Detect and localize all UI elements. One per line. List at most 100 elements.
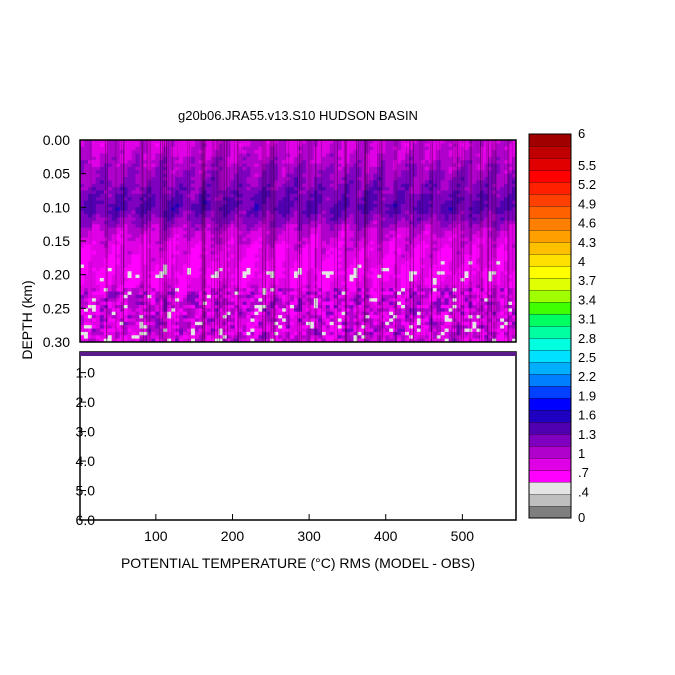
- field-cell: [405, 288, 410, 292]
- field-cell: [492, 197, 497, 201]
- field-cell: [80, 274, 85, 279]
- field-cell: [230, 153, 235, 158]
- field-cell: [198, 197, 204, 201]
- field-cell: [155, 160, 160, 164]
- field-cell: [290, 170, 295, 175]
- field-cell: [329, 200, 335, 205]
- field-cell: [171, 244, 176, 249]
- field-cell: [198, 166, 204, 171]
- field-cell: [436, 197, 442, 201]
- field-cell: [139, 146, 144, 151]
- field-cell: [432, 203, 438, 208]
- field-cell: [151, 247, 156, 252]
- field-cell: [270, 237, 275, 242]
- field-cell: [369, 187, 374, 191]
- field-cell: [317, 267, 323, 272]
- field-cell: [345, 150, 350, 154]
- field-cell: [345, 278, 350, 282]
- field-cell: [488, 257, 493, 262]
- field-cell: [183, 224, 188, 228]
- field-cell: [242, 143, 247, 148]
- field-cell: [155, 267, 160, 272]
- field-cell: [210, 224, 216, 228]
- field-cell: [278, 217, 283, 222]
- field-cell: [405, 264, 410, 269]
- field-cell: [107, 220, 113, 225]
- field-cell: [432, 146, 438, 151]
- field-cell: [301, 247, 307, 252]
- field-cell: [484, 257, 489, 262]
- field-cell: [270, 267, 275, 272]
- field-cell: [512, 251, 516, 255]
- field-cell: [286, 274, 291, 279]
- field-cell: [337, 177, 342, 181]
- field-cell: [389, 284, 394, 289]
- field-cell: [127, 217, 132, 222]
- field-cell: [278, 180, 283, 185]
- field-cell: [424, 244, 430, 249]
- field-cell: [345, 257, 350, 262]
- field-cell: [83, 166, 89, 171]
- field-cell: [365, 143, 370, 148]
- field-cell: [329, 220, 335, 225]
- field-cell: [452, 143, 457, 148]
- field-cell: [428, 180, 434, 185]
- field-cell: [405, 257, 410, 262]
- field-cell: [424, 140, 430, 144]
- field-cell: [242, 261, 247, 265]
- field-cell: [416, 257, 422, 262]
- field-cell: [397, 274, 402, 279]
- field-cell: [234, 183, 239, 188]
- field-cell: [484, 234, 489, 239]
- field-cell: [357, 156, 362, 161]
- field-cell: [381, 217, 386, 222]
- field-cell: [365, 261, 370, 265]
- field-cell: [408, 156, 414, 161]
- field-cell: [218, 230, 224, 235]
- field-cell: [298, 281, 303, 286]
- field-cell: [333, 237, 339, 242]
- field-cell: [361, 288, 366, 292]
- field-cell: [456, 170, 461, 175]
- field-cell: [151, 173, 156, 178]
- field-cell: [115, 234, 121, 239]
- field-cell: [337, 150, 342, 154]
- field-cell: [167, 187, 172, 191]
- field-cell: [436, 160, 442, 164]
- field-cell: [119, 284, 124, 289]
- field-cell: [365, 214, 370, 218]
- field-cell: [183, 234, 188, 239]
- field-cell: [131, 180, 136, 185]
- field-cell: [107, 241, 113, 245]
- field-cell: [345, 166, 350, 171]
- field-cell: [492, 227, 497, 232]
- field-cell: [373, 160, 378, 164]
- field-cell: [119, 140, 124, 144]
- field-cell: [238, 210, 243, 215]
- field-cell: [266, 220, 271, 225]
- field-cell: [504, 261, 509, 265]
- field-cell: [408, 227, 414, 232]
- field-cell: [234, 193, 239, 198]
- field-cell: [298, 234, 303, 239]
- field-cell: [309, 271, 315, 276]
- field-cell: [313, 173, 319, 178]
- field-cell: [183, 143, 188, 148]
- field-cell: [444, 193, 450, 198]
- field-cell: [432, 214, 438, 218]
- field-cell: [325, 230, 331, 235]
- field-cell: [230, 288, 235, 292]
- field-cell: [325, 207, 331, 212]
- field-cell: [389, 278, 394, 282]
- field-cell: [408, 278, 414, 282]
- field-cell: [202, 140, 208, 144]
- field-cell: [198, 234, 204, 239]
- field-cell: [325, 237, 331, 242]
- field-cell: [274, 234, 279, 239]
- field-cell: [294, 241, 299, 245]
- field-cell: [187, 180, 192, 185]
- field-cell: [464, 261, 469, 265]
- field-cell: [456, 241, 461, 245]
- field-cell: [508, 251, 513, 255]
- field-cell: [230, 187, 235, 191]
